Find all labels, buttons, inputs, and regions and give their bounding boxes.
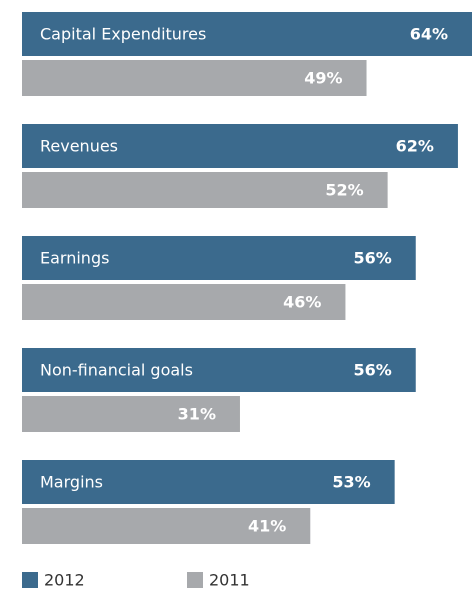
value-label: 41% [248,517,286,536]
legend-swatch [187,572,203,588]
value-label: 46% [283,293,321,312]
value-label: 56% [353,249,391,268]
value-label: 49% [304,69,342,88]
value-label: 31% [178,405,216,424]
category-label: Non-financial goals [40,361,193,380]
category-label: Earnings [40,249,109,268]
value-label: 64% [410,25,448,44]
category-label: Margins [40,473,103,492]
value-label: 52% [325,181,363,200]
legend-label: 2012 [44,571,85,590]
bar [22,460,395,504]
legend-swatch [22,572,38,588]
legend-label: 2011 [209,571,250,590]
bar [22,508,311,544]
bar [22,12,472,56]
bar [22,236,416,280]
bar [22,60,367,96]
category-label: Revenues [40,137,118,156]
value-label: 53% [332,473,370,492]
category-label: Capital Expenditures [40,25,206,44]
bar [22,284,346,320]
bar [22,348,416,392]
bar [22,124,458,168]
value-label: 56% [353,361,391,380]
value-label: 62% [396,137,434,156]
bar [22,172,388,208]
bar [22,396,240,432]
